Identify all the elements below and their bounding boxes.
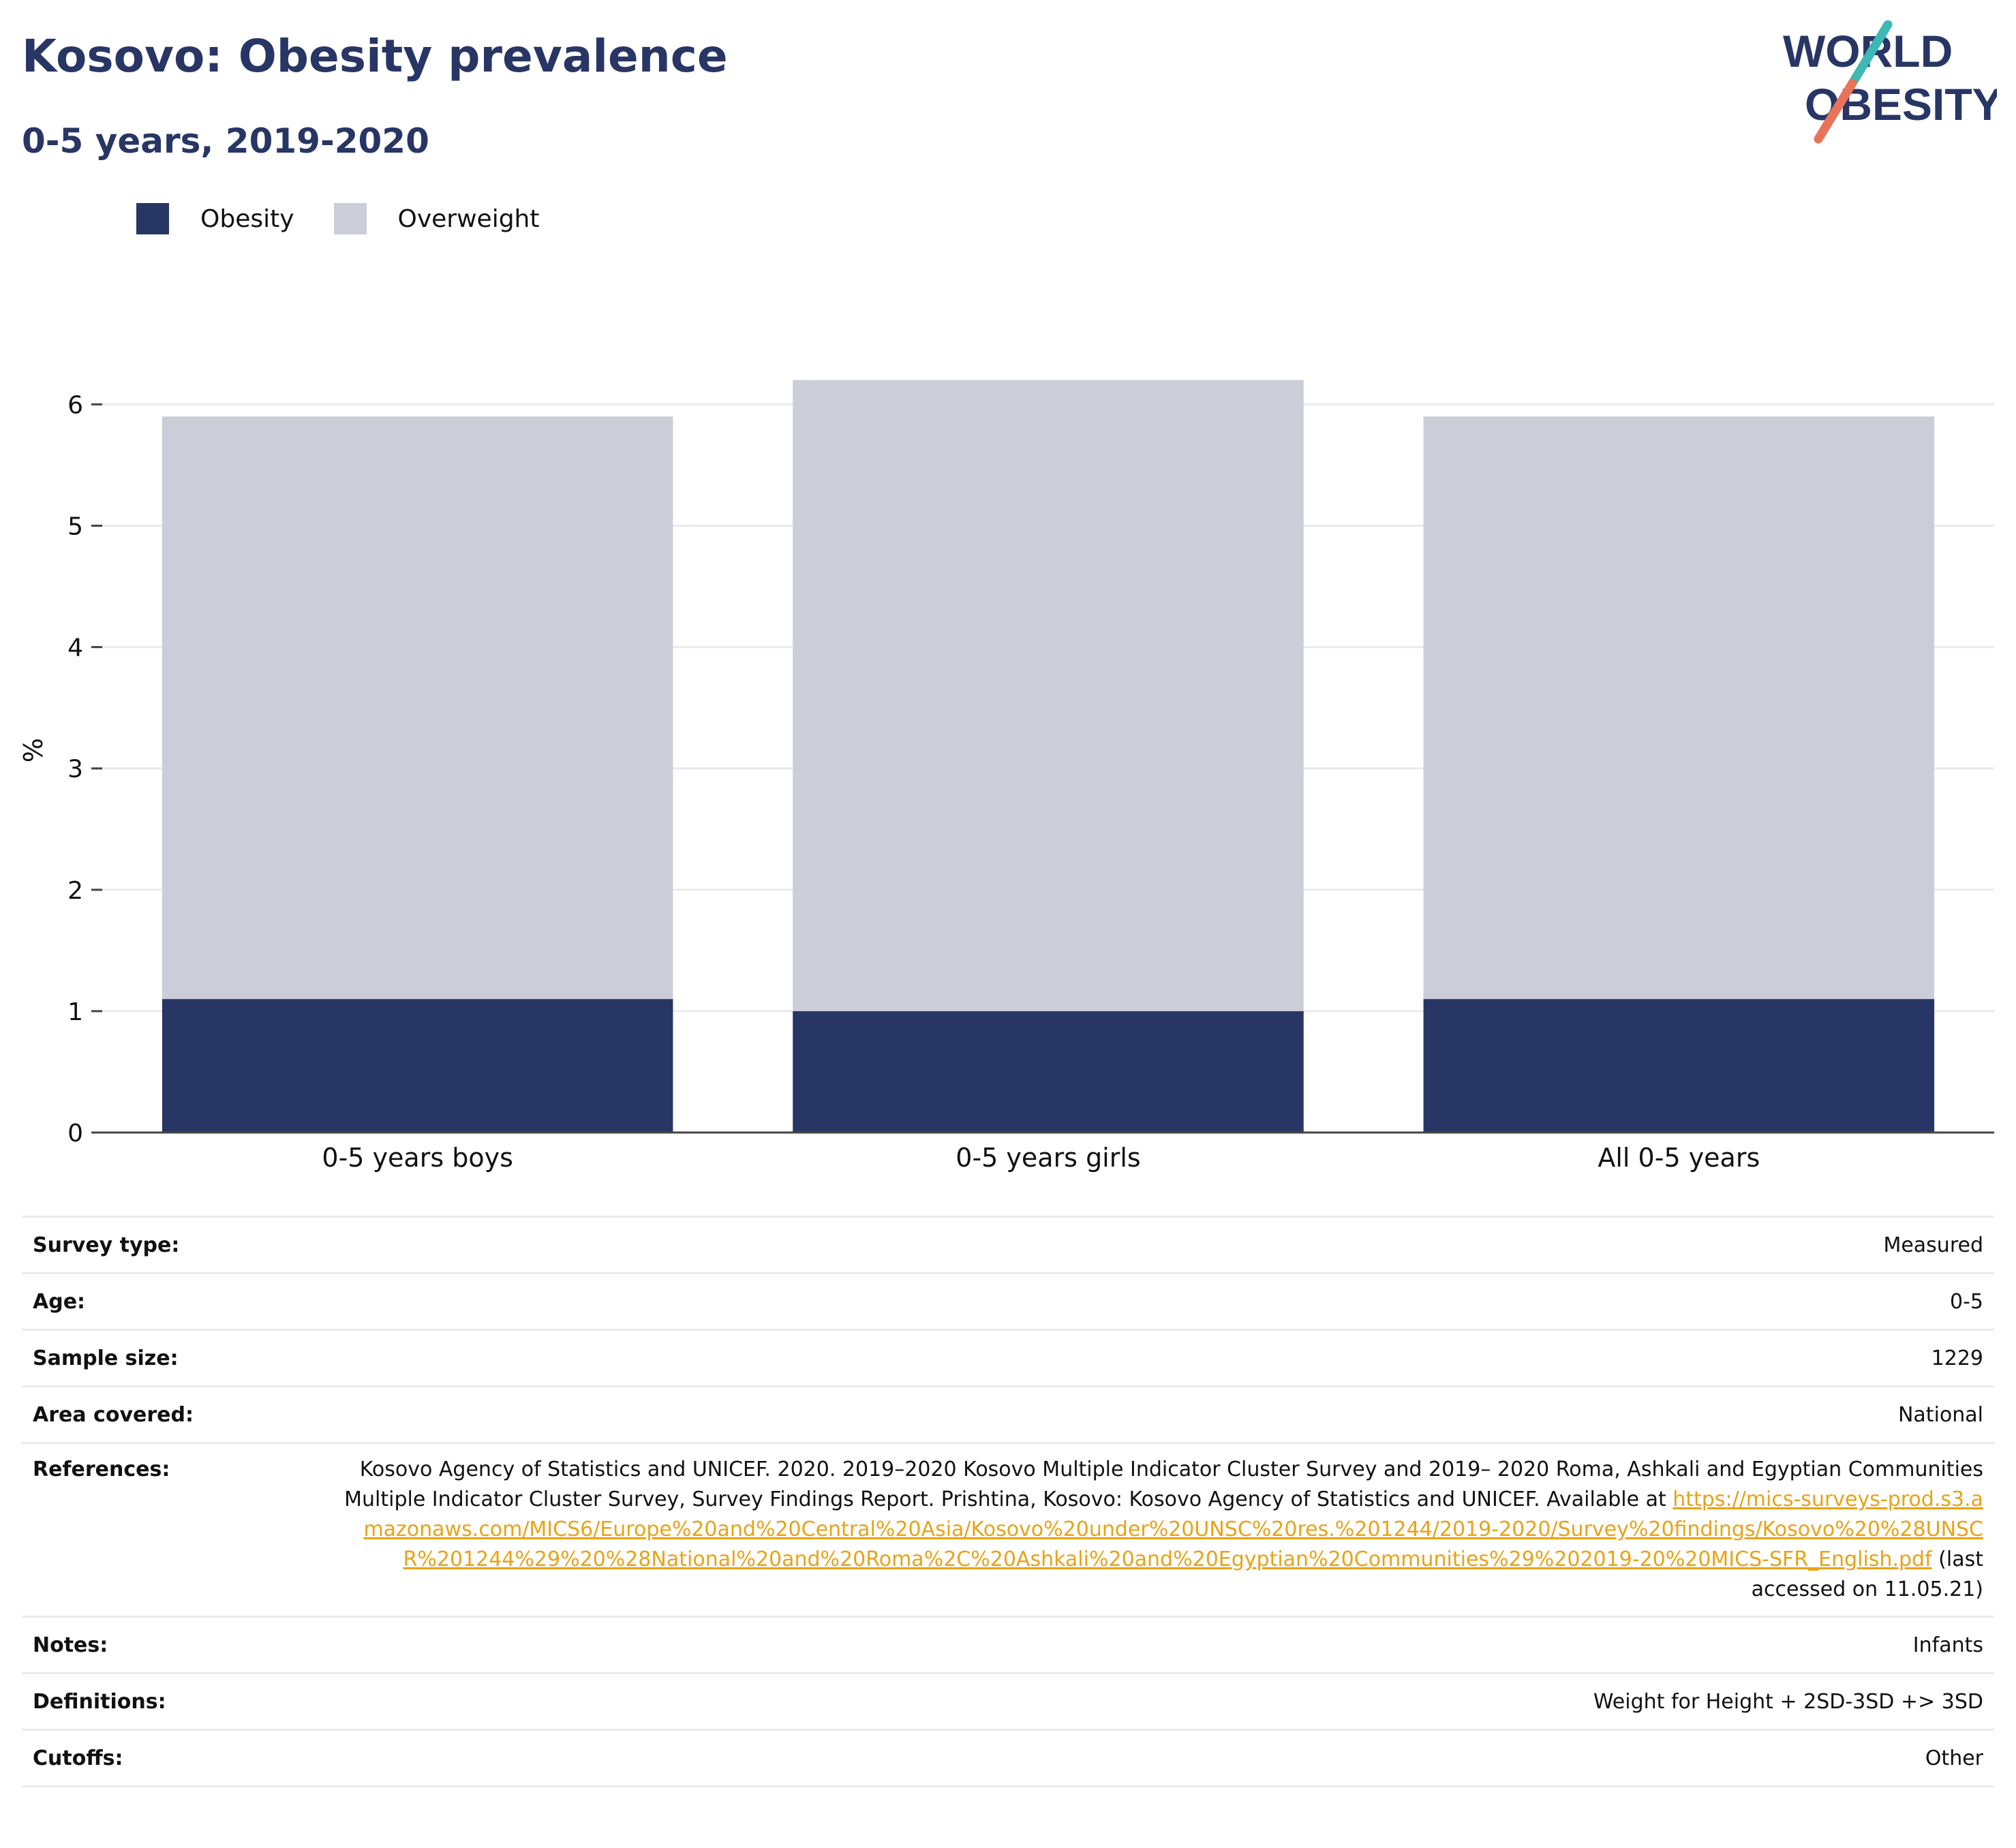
info-row-area-covered: Area covered: National: [22, 1386, 1994, 1443]
info-value: 0-5: [1950, 1289, 1983, 1314]
info-value: Measured: [1883, 1233, 1983, 1257]
bar-overweight-3[interactable]: [1423, 416, 1935, 1000]
y-axis-ticks: 0 1 2 3 4 5 6: [67, 391, 102, 1148]
references-value: Kosovo Agency of Statistics and UNICEF. …: [330, 1443, 1994, 1617]
info-row-notes: Notes: Infants: [22, 1616, 1994, 1674]
page-title: Kosovo: Obesity prevalence: [22, 30, 728, 82]
bar-overweight-2[interactable]: [793, 380, 1304, 1011]
y-tick-label: 0: [67, 1120, 83, 1148]
y-tick-label: 1: [67, 998, 83, 1026]
y-tick-label: 5: [67, 513, 83, 541]
x-axis-ticks: 0-5 years boys 0-5 years girls All 0-5 yea…: [322, 1143, 1760, 1173]
bar-obesity-1[interactable]: [162, 999, 673, 1133]
info-row-survey-type: Survey type: Measured: [22, 1216, 1994, 1274]
bar-obesity-3[interactable]: [1423, 999, 1935, 1133]
x-tick-label: All 0-5 years: [1598, 1143, 1760, 1173]
x-tick-label: 0-5 years boys: [322, 1143, 513, 1173]
info-label: Notes:: [33, 1633, 108, 1657]
info-value: Infants: [1912, 1633, 1983, 1657]
info-label: Sample size:: [33, 1346, 179, 1370]
legend-item-overweight[interactable]: Overweight: [333, 203, 540, 234]
y-tick-label: 2: [67, 877, 83, 905]
references-suffix: (last accessed on 11.05.21): [1751, 1547, 1983, 1601]
y-tick-label: 4: [67, 634, 83, 662]
legend-label-obesity: Obesity: [200, 204, 294, 233]
info-label: Age:: [33, 1289, 86, 1314]
y-axis-label: %: [18, 738, 48, 763]
chart-bars: [162, 380, 1935, 1133]
info-label: Definitions:: [33, 1689, 166, 1714]
y-tick-label: 3: [67, 756, 83, 784]
info-value: National: [1897, 1402, 1983, 1427]
references-link[interactable]: https://mics-surveys-prod.s3.amazonaws.c…: [363, 1488, 1983, 1571]
chart-legend: Obesity Overweight: [136, 203, 579, 234]
legend-item-obesity[interactable]: Obesity: [136, 203, 294, 234]
legend-label-overweight: Overweight: [397, 204, 540, 233]
info-label: Cutoffs:: [33, 1746, 123, 1770]
bar-obesity-2[interactable]: [793, 1011, 1304, 1133]
info-label: Survey type:: [33, 1233, 180, 1257]
bar-overweight-1[interactable]: [162, 416, 673, 1000]
bar-chart: 0 1 2 3 4 5 6 0-5 years boys 0-5 years girls All…: [18, 380, 1994, 1173]
info-value: Weight for Height + 2SD-3SD +> 3SD: [1593, 1689, 1983, 1714]
legend-swatch-overweight: [333, 203, 367, 234]
survey-info-table: Survey type: Measured Age: 0-5 Sample si…: [22, 1216, 1994, 1787]
page-subtitle: 0-5 years, 2019-2020: [22, 121, 429, 161]
info-row-cutoffs: Cutoffs: Other: [22, 1729, 1994, 1787]
info-row-age: Age: 0-5: [22, 1273, 1994, 1330]
references-text: Kosovo Agency of Statistics and UNICEF. …: [344, 1458, 1983, 1511]
info-label: References:: [33, 1458, 170, 1481]
info-row-references: References: Kosovo Agency of Statistics …: [22, 1443, 1994, 1617]
logo-slash-bottom: [1814, 78, 1857, 144]
info-row-definitions: Definitions: Weight for Height + 2SD-3SD…: [22, 1673, 1994, 1730]
info-row-sample-size: Sample size: 1229: [22, 1329, 1994, 1387]
logo-slash-top: [1848, 20, 1893, 88]
info-label: Area covered:: [33, 1402, 194, 1427]
legend-swatch-obesity: [136, 203, 169, 234]
y-tick-label: 6: [67, 391, 83, 419]
x-tick-label: 0-5 years girls: [956, 1143, 1140, 1173]
info-value: 1229: [1931, 1346, 1983, 1370]
world-obesity-logo: WORLD OBESITY: [1783, 20, 1997, 144]
info-value: Other: [1925, 1746, 1983, 1770]
